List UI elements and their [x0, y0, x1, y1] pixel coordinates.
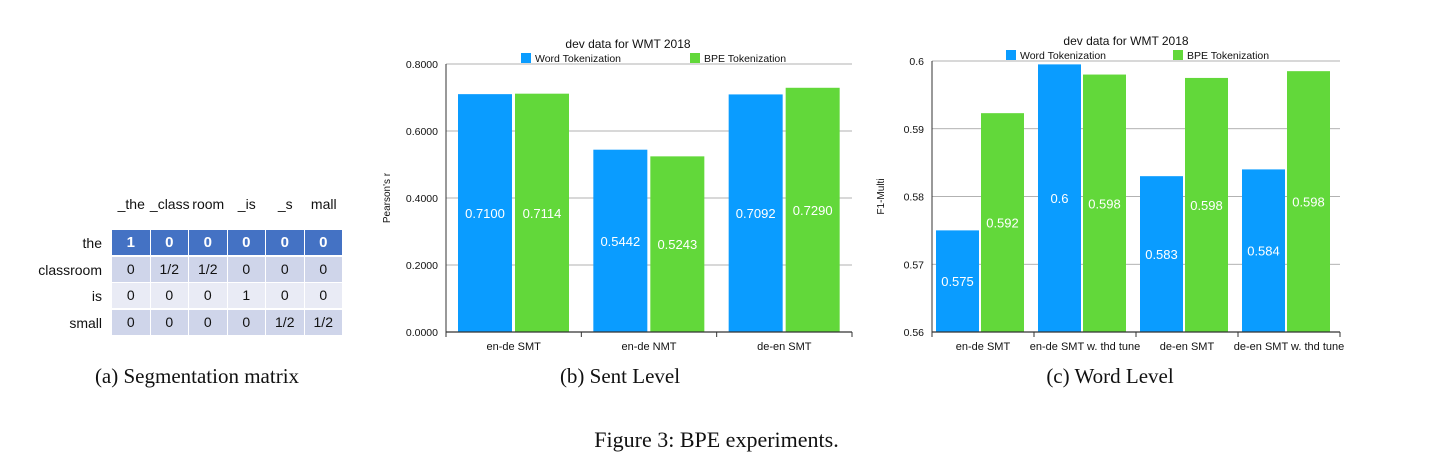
y-tick-label: 0.6	[909, 56, 924, 68]
y-tick-label: 0.56	[904, 327, 925, 339]
matrix-column-header: _s	[277, 196, 293, 212]
matrix-row-label: is	[91, 288, 102, 304]
y-axis-label: Pearson's r	[382, 172, 393, 223]
bar	[1083, 74, 1126, 333]
matrix-column-header: room	[192, 196, 225, 212]
x-tick-label: en-de SMT w. thd tune	[1030, 341, 1140, 353]
legend-label: Word Tokenization	[1020, 50, 1106, 62]
bar	[515, 93, 569, 332]
caption-b: (b) Sent Level	[559, 364, 681, 388]
matrix-cell: 0	[189, 283, 228, 308]
figure-caption: Figure 3: BPE experiments.	[594, 427, 839, 452]
legend-swatch	[1173, 50, 1183, 60]
bar	[1185, 77, 1228, 332]
legend-swatch	[521, 53, 531, 63]
matrix-cell: 0	[112, 256, 151, 282]
word-level-chart: dev data for WMT 2018 Word Tokenization BP…	[876, 34, 1344, 353]
matrix-cell: 0	[266, 283, 305, 308]
bar	[728, 94, 783, 332]
bar-data-label: 0.584	[1247, 244, 1280, 259]
matrix-cell: 1/2	[189, 256, 228, 282]
y-tick-label: 0.4000	[406, 193, 438, 205]
bar-data-label: 0.575	[941, 274, 974, 289]
matrix-column-header: mall	[310, 196, 337, 212]
y-tick-label: 0.57	[904, 259, 925, 271]
y-tick-label: 0.2000	[406, 260, 438, 272]
bar	[1287, 71, 1330, 332]
legend-label: Word Tokenization	[535, 53, 621, 65]
bar-data-label: 0.598	[1292, 195, 1325, 210]
matrix-cell: 0	[266, 256, 305, 282]
matrix-row-label: classroom	[38, 261, 102, 278]
matrix-cell: 0	[227, 256, 266, 282]
matrix-cell: 0	[150, 309, 189, 335]
matrix-cell: 0	[304, 283, 343, 308]
matrix-cell: 1	[112, 230, 151, 255]
caption-a: (a) Segmentation matrix	[94, 364, 300, 388]
matrix-column-header: _class	[149, 196, 190, 212]
x-tick-label: en-de SMT	[486, 341, 541, 353]
matrix-cell: 0	[266, 230, 305, 255]
bar-data-label: 0.7114	[523, 206, 562, 221]
x-tick-label: de-en SMT w. thd tune	[1234, 341, 1344, 353]
bar-data-label: 0.598	[1088, 196, 1121, 211]
chart-title: dev data for WMT 2018	[565, 37, 691, 51]
matrix-cell: 0	[189, 309, 228, 335]
bar-data-label: 0.7092	[736, 206, 776, 221]
legend-label: BPE Tokenization	[704, 53, 786, 65]
bar	[785, 87, 840, 332]
matrix-cell: 1/2	[304, 309, 343, 335]
legend-label: BPE Tokenization	[1187, 50, 1269, 62]
x-tick-label: en-de SMT	[956, 341, 1011, 353]
matrix-cell: 0	[112, 309, 151, 335]
y-tick-label: 0.59	[904, 124, 925, 136]
bar	[1140, 176, 1183, 332]
bar-data-label: 0.592	[986, 216, 1019, 231]
bar	[936, 230, 979, 332]
bar-data-label: 0.7100	[465, 206, 505, 221]
matrix-cell: 0	[304, 230, 343, 255]
bar	[650, 156, 705, 332]
bar	[981, 113, 1024, 332]
bar-data-label: 0.5243	[657, 237, 697, 252]
bar-data-label: 0.7290	[793, 203, 833, 218]
matrix-cell: 1/2	[150, 256, 189, 282]
matrix-cell: 0	[150, 230, 189, 255]
matrix-cell: 1	[227, 283, 266, 308]
x-tick-label: en-de NMT	[621, 341, 676, 353]
matrix-cell: 0	[150, 283, 189, 308]
y-tick-label: 0.58	[904, 192, 925, 204]
matrix-row-label: small	[69, 314, 102, 331]
y-tick-label: 0.8000	[406, 59, 438, 71]
bar-data-label: 0.6	[1050, 191, 1068, 206]
legend-swatch	[1006, 50, 1016, 60]
bar	[593, 149, 648, 332]
bar-data-label: 0.583	[1145, 247, 1178, 262]
y-tick-label: 0.0000	[406, 327, 438, 339]
bar	[1038, 64, 1081, 332]
matrix-column-header: _is	[237, 196, 256, 212]
matrix-column-header: _the	[117, 196, 145, 212]
x-tick-label: de-en SMT	[757, 341, 812, 353]
caption-c: (c) Word Level	[1046, 364, 1174, 388]
bar	[1242, 169, 1285, 332]
matrix-row-label: the	[82, 235, 102, 251]
matrix-cell: 1/2	[266, 309, 305, 335]
sent-level-chart: dev data for WMT 2018 Word Tokenization BP…	[382, 37, 853, 353]
chart-title: dev data for WMT 2018	[1063, 34, 1189, 48]
y-tick-label: 0.6000	[406, 126, 438, 138]
matrix-cell: 0	[304, 256, 343, 282]
bar-data-label: 0.5442	[600, 234, 640, 249]
x-tick-label: de-en SMT	[1160, 341, 1215, 353]
y-axis-label: F1-Multi	[876, 178, 887, 214]
bar-data-label: 0.598	[1190, 198, 1223, 213]
segmentation-matrix-panel: _the _class room _is _s mall the 1 0 0 0 0 0 classro…	[0, 0, 360, 400]
bar	[458, 94, 512, 333]
matrix-cell: 0	[227, 309, 266, 335]
legend-swatch	[690, 53, 700, 63]
matrix-cell: 0	[227, 230, 266, 255]
matrix-cell: 0	[189, 230, 228, 255]
matrix-cell: 0	[112, 283, 151, 308]
